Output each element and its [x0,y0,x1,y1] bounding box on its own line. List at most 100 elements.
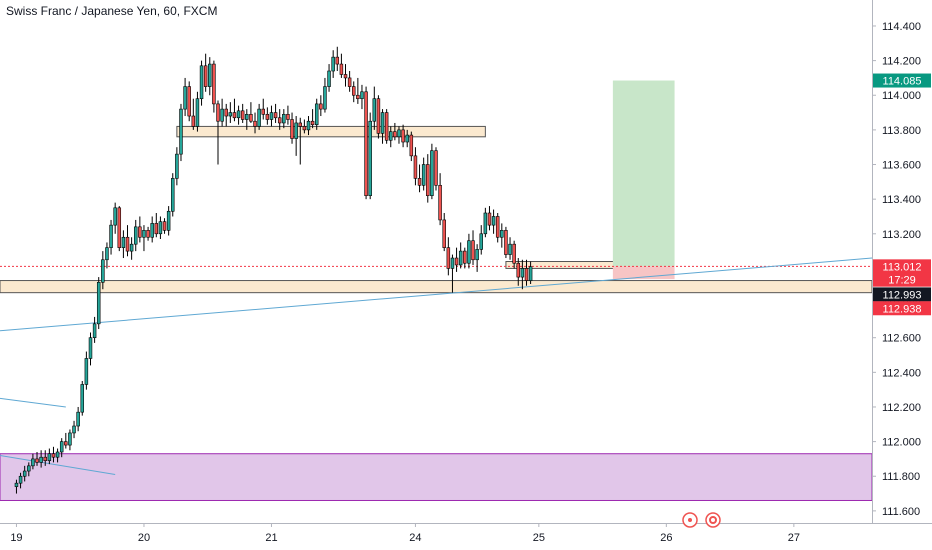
candle-body [232,112,237,119]
candle-body [175,153,179,179]
candle-body [528,266,533,281]
candle-body [397,129,401,138]
candle-body [401,129,405,143]
zone-rect[interactable] [176,125,486,138]
price-tick-label: 111.600 [882,506,920,518]
candle-body [495,216,500,238]
candle-body [195,98,200,127]
candle-body [35,458,39,463]
candle-body [261,108,265,115]
candle-body [121,236,126,248]
candle-body [450,257,455,269]
price-tick-label: 112.400 [882,367,921,379]
candle-body [224,108,228,117]
time-tick-label: 21 [265,532,277,544]
candle-body [14,482,19,487]
candle-body [64,441,68,446]
candle-body [277,117,282,124]
candle-body [117,207,122,248]
trend-line[interactable] [0,397,66,408]
candle-body [500,230,504,238]
candle-body [179,108,183,155]
candle-body [249,113,253,122]
candle-body [101,259,105,283]
price-tick-label: 112.200 [882,402,921,414]
candle-body [158,221,163,235]
zones-layer [0,125,873,501]
candle-body [142,230,146,238]
candle-body [171,178,175,212]
candle-body [454,257,459,266]
candle-body [113,207,117,226]
time-tick-label: 26 [660,532,672,544]
candle-body [191,115,196,127]
candle-body [417,178,422,186]
candle-body [351,86,356,96]
candle-body [380,112,385,134]
candle-body [88,337,93,359]
candle-body [314,103,319,125]
candle-body [154,223,159,235]
time-tick-label: 19 [10,532,22,544]
long-position-tool[interactable] [612,80,675,280]
candle-body [331,56,335,72]
replay-controls[interactable] [682,512,721,528]
record-dot-icon [688,518,692,522]
candle-body [228,112,233,117]
price-tag-label: 112.993 [883,289,922,301]
lifebuoy-icon[interactable] [705,512,721,528]
candle-body [405,134,409,143]
candle-body [389,131,393,141]
candle-body [467,240,471,264]
candle-body [236,110,241,119]
candle-body [105,247,109,261]
time-axis[interactable]: 19 20 21 24 25 26 27 [10,523,800,544]
candle-body [368,120,372,196]
candle-body [376,98,381,134]
candle-body [47,453,52,461]
price-tag-label: 112.938 [883,303,922,315]
candle-body [479,233,483,250]
time-tick-label: 27 [788,532,800,544]
candle-body [68,432,72,446]
candle-body [216,103,220,122]
candle-body [257,108,261,127]
candle-body [335,56,340,65]
zone-rect[interactable] [0,280,873,294]
candle-body [273,112,278,119]
candle-body [129,243,134,252]
candle-body [413,155,418,179]
candle-body [516,262,521,278]
zone-rect[interactable] [0,453,873,501]
price-tag-label: 113.012 [883,261,922,273]
price-tick-label: 111.800 [882,471,920,483]
price-tick-label: 112.000 [882,437,921,449]
candle-body [294,122,298,139]
candle-body [269,112,274,120]
trend-line[interactable] [0,454,116,476]
candle-body [22,470,27,477]
candle-body [187,86,191,117]
candle-body [183,86,187,110]
price-tag-box [873,272,931,287]
time-tick-label: 25 [533,532,545,544]
candle-body [150,223,154,238]
candle-body [138,226,142,238]
candle-body [487,212,492,226]
candle-body [76,411,80,427]
candle-body [446,247,451,269]
candle-body [146,230,150,238]
target-zone[interactable] [612,80,675,267]
candle-body [133,226,138,245]
price-tag-box [873,287,931,302]
candle-body [212,63,216,105]
trend-line[interactable] [0,257,873,332]
candle-body [166,210,171,231]
candle-body [199,65,204,100]
candle-body [282,113,286,124]
candle-body [298,122,303,127]
candle-body [512,243,516,264]
candle-body [430,150,434,196]
candle-body [265,113,270,120]
